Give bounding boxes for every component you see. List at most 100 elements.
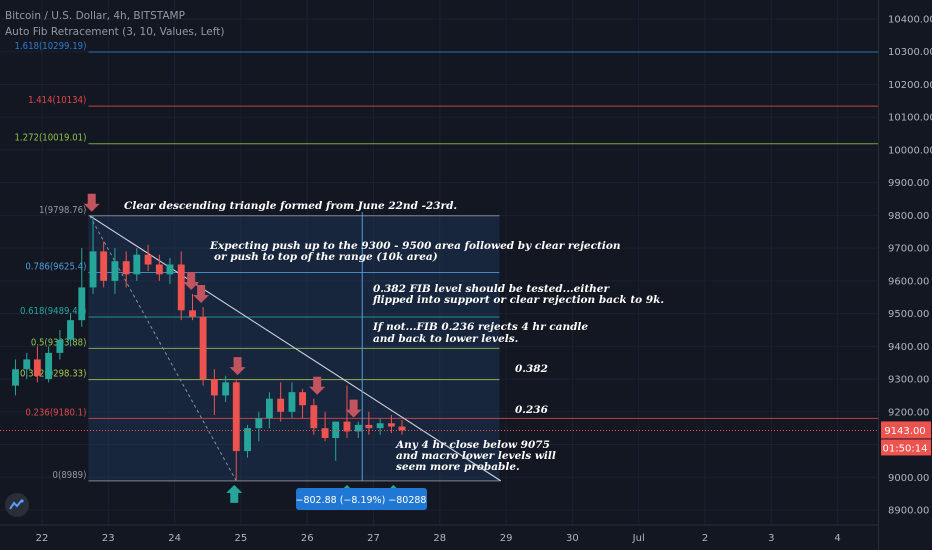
annotation-text: and back to lower levels. xyxy=(373,333,518,345)
annotation-text: Clear descending triangle formed from Ju… xyxy=(124,200,457,212)
price-axis-tick: 9000.00 xyxy=(888,473,929,484)
candle-body xyxy=(332,421,340,438)
price-axis-tick: 9600.00 xyxy=(888,276,929,287)
annotation-text: seem more probable. xyxy=(396,461,520,473)
arrow-down-marker xyxy=(193,285,210,304)
candle-body xyxy=(166,264,174,275)
time-axis-tick: 4 xyxy=(834,533,840,544)
candle-body xyxy=(45,352,53,380)
time-axis-tick: 26 xyxy=(301,533,314,544)
measure-label-box xyxy=(296,488,427,510)
countdown-badge-box xyxy=(881,439,931,456)
fib-level-label: 1.414(10134) xyxy=(28,95,86,106)
current-price-badge: 9143.00 xyxy=(881,421,931,439)
price-axis-tick: 9800.00 xyxy=(888,211,929,222)
candle-body xyxy=(343,421,351,432)
candle-body xyxy=(33,359,41,376)
time-axis-tick: 22 xyxy=(36,533,49,544)
price-axis-separator xyxy=(878,0,879,550)
candle-body xyxy=(222,382,230,396)
candle-body xyxy=(277,398,285,412)
candle-body xyxy=(144,254,152,265)
countdown-text: 01:50:14 xyxy=(883,443,928,454)
annotation-text: 0.236 xyxy=(515,404,549,416)
fib-level-label: 0(8989) xyxy=(53,470,87,481)
time-axis-tick: 3 xyxy=(768,533,774,544)
candle-body xyxy=(321,428,329,438)
price-axis-tick: 10100.00 xyxy=(888,113,932,124)
fib-level-label: 1.618(10299.19) xyxy=(15,41,87,52)
trend-line-descending xyxy=(89,215,502,482)
candle-body xyxy=(365,424,373,429)
price-axis-tick: 9200.00 xyxy=(888,407,929,418)
candle-body xyxy=(177,264,185,311)
annotation-text: 0.382 xyxy=(515,363,548,375)
time-axis-tick: 29 xyxy=(500,533,513,544)
candle-body xyxy=(12,369,19,386)
arrow-down-marker xyxy=(83,193,100,212)
measure-label-text: −802.88 (−8.19%) −80288 xyxy=(296,495,427,506)
candle-body xyxy=(133,254,141,275)
price-axis-tick: 9900.00 xyxy=(888,178,929,189)
fib-level-label: 1.272(10019.01) xyxy=(15,133,87,144)
fib-level-label: 0.236(9180.1) xyxy=(25,407,86,418)
candle-body xyxy=(387,423,395,427)
candle-body xyxy=(199,316,207,380)
annotation-text: Expecting push up to the 9300 - 9500 are… xyxy=(209,240,620,252)
candle-body xyxy=(354,424,362,432)
tradingview-logo-icon xyxy=(9,499,24,510)
candle-body xyxy=(376,423,384,429)
trend-line-dashed xyxy=(89,215,237,482)
annotation-text: If not...FIB 0.236 rejects 4 hr candle xyxy=(372,321,588,333)
annotation-text: 0.382 FIB level should be tested...eithe… xyxy=(373,283,610,295)
fib-level-label: 0.382(9298.33) xyxy=(20,369,86,380)
price-axis-tick: 8900.00 xyxy=(888,506,929,517)
annotation-text: Any 4 hr close below 9075 xyxy=(395,439,550,451)
candle-body xyxy=(111,261,119,281)
candle-body xyxy=(398,426,406,431)
time-axis-tick: 2 xyxy=(702,533,708,544)
candle-body xyxy=(210,379,218,396)
candle-body xyxy=(67,320,74,340)
candle-body xyxy=(265,398,273,419)
arrow-up-marker xyxy=(226,484,243,503)
price-axis-tick: 9400.00 xyxy=(888,342,929,353)
candle-body xyxy=(122,261,130,275)
candle-body xyxy=(155,264,163,275)
candle-body xyxy=(232,382,240,452)
candle-body xyxy=(78,287,86,321)
price-axis-tick: 9300.00 xyxy=(888,375,929,386)
arrow-down-marker xyxy=(345,399,362,418)
price-axis-tick: 10300.00 xyxy=(888,47,932,58)
time-axis-tick: 23 xyxy=(102,533,115,544)
candle-body xyxy=(244,428,251,452)
candle-body xyxy=(255,418,263,429)
annotation-text: and macro lower levels will xyxy=(396,450,556,462)
arrow-down-marker xyxy=(183,271,200,290)
indicator-label: Auto Fib Retracement (3, 10, Values, Lef… xyxy=(5,26,225,38)
candle-body xyxy=(288,392,296,412)
annotation-text: or push to top of the range (10k area) xyxy=(214,251,438,263)
candle-body xyxy=(299,392,306,406)
price-axis-tick: 10400.00 xyxy=(888,15,932,26)
measure-label: −802.88 (−8.19%) −80288 xyxy=(296,488,427,510)
time-axis-tick: 24 xyxy=(168,533,181,544)
candle-body xyxy=(189,310,196,317)
price-axis-tick: 9500.00 xyxy=(888,309,929,320)
time-axis-tick: 28 xyxy=(433,533,446,544)
tradingview-logo[interactable] xyxy=(5,493,29,517)
arrow-down-marker xyxy=(229,357,246,376)
annotation-text: flipped into support or clear rejection … xyxy=(372,294,664,306)
candle-body xyxy=(310,405,318,429)
candle-body xyxy=(100,251,108,281)
current-price-text: 9143.00 xyxy=(884,426,925,437)
current-price-badge-box xyxy=(881,421,931,439)
chart-title: Bitcoin / U.S. Dollar, 4h, BITSTAMP xyxy=(5,10,185,22)
price-axis-tick: 10000.00 xyxy=(888,145,932,156)
fib-level-label: 0.786(9625.4) xyxy=(25,262,86,273)
arrow-down-marker xyxy=(309,376,326,395)
candle-body xyxy=(56,339,64,353)
candle-body xyxy=(23,359,31,370)
time-axis-tick: 25 xyxy=(235,533,248,544)
